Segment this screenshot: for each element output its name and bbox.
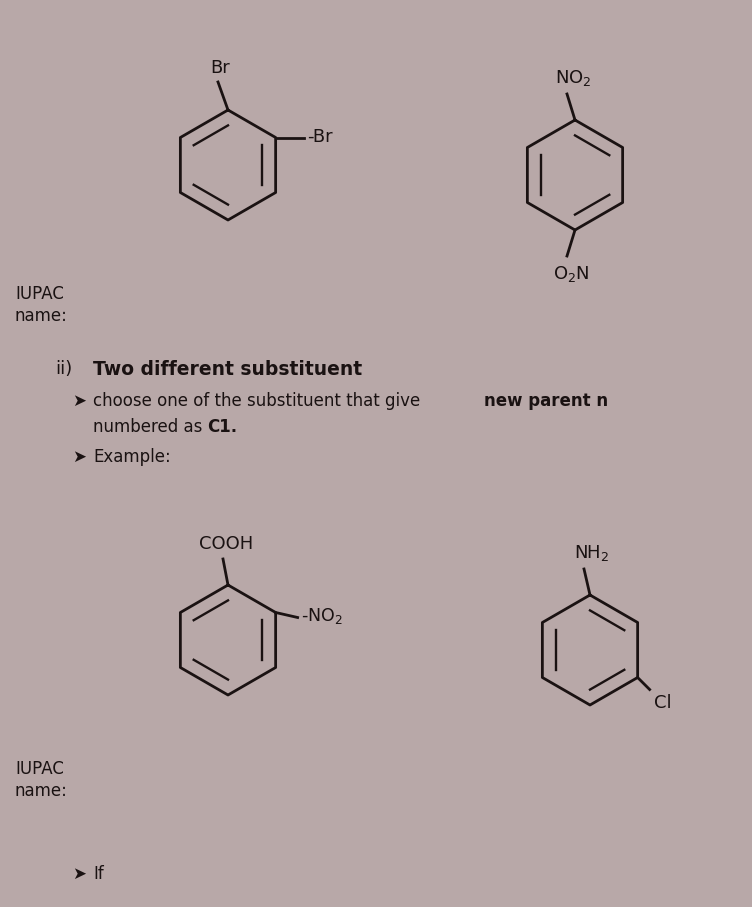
Text: ➤: ➤ bbox=[72, 448, 86, 466]
Text: name:: name: bbox=[15, 782, 68, 800]
Text: COOH: COOH bbox=[199, 535, 253, 553]
Text: C1.: C1. bbox=[207, 418, 237, 436]
Text: Br: Br bbox=[210, 59, 230, 77]
Text: ➤: ➤ bbox=[72, 865, 86, 883]
Text: new parent n: new parent n bbox=[484, 392, 608, 410]
Text: O$_2$N: O$_2$N bbox=[553, 264, 590, 284]
Text: ➤: ➤ bbox=[72, 392, 86, 410]
Text: choose one of the substituent that give: choose one of the substituent that give bbox=[93, 392, 426, 410]
Text: ii): ii) bbox=[55, 360, 72, 378]
Text: Two different substituent: Two different substituent bbox=[93, 360, 362, 379]
Text: NH$_2$: NH$_2$ bbox=[575, 543, 610, 563]
Text: name:: name: bbox=[15, 307, 68, 325]
Text: If: If bbox=[93, 865, 104, 883]
Text: numbered as: numbered as bbox=[93, 418, 208, 436]
Text: -Br: -Br bbox=[307, 129, 332, 147]
Text: IUPAC: IUPAC bbox=[15, 760, 64, 778]
Text: IUPAC: IUPAC bbox=[15, 285, 64, 303]
Text: -NO$_2$: -NO$_2$ bbox=[301, 607, 342, 627]
Text: Cl: Cl bbox=[653, 694, 672, 711]
Text: NO$_2$: NO$_2$ bbox=[555, 68, 591, 88]
Text: Example:: Example: bbox=[93, 448, 171, 466]
